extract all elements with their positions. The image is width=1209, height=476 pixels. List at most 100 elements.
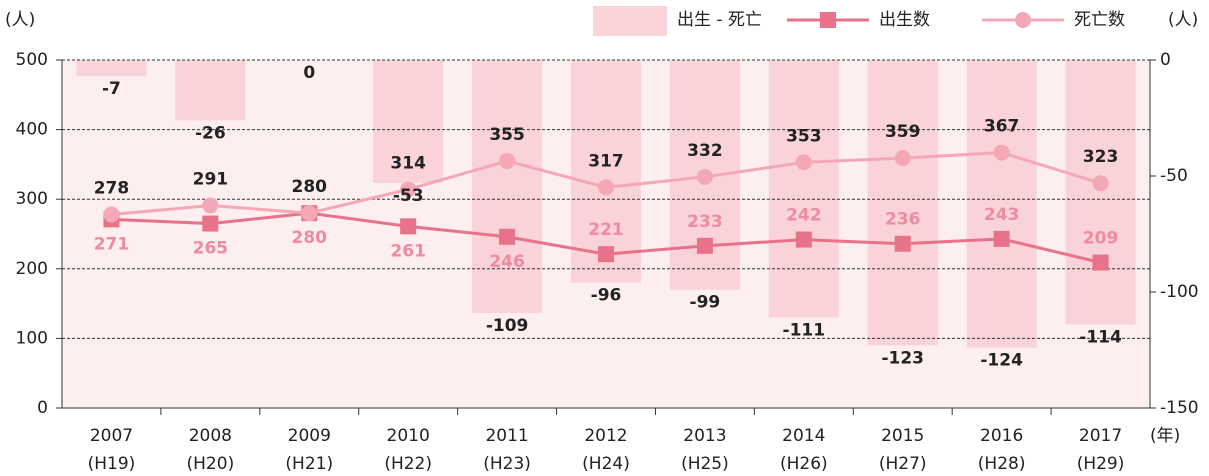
y-tick-label: 500 [16,50,48,70]
marker [598,246,614,263]
marker [202,197,219,214]
y-tick-label: 0 [37,398,48,418]
data-label: 0 [303,63,315,83]
data-label: 246 [489,252,525,272]
x-tick-label: 2010 [387,426,430,446]
bar [1065,60,1136,325]
x-tick-sublabel: (H21) [285,454,333,474]
x-unit: (年) [1150,426,1180,446]
x-tick-sublabel: (H26) [780,454,828,474]
data-label: 317 [588,151,624,171]
data-label: 291 [193,169,229,189]
y-unit: (人) [5,10,35,30]
data-label: -26 [195,123,226,143]
x-tick-label: 2014 [782,426,825,446]
marker [400,181,417,198]
data-label: 314 [390,153,426,173]
marker [301,205,318,222]
x-tick-label: 2016 [980,426,1023,446]
data-label: 367 [984,117,1020,137]
data-label: -53 [393,186,424,206]
data-label: 280 [292,228,328,248]
legend-marker [820,12,836,28]
legend-swatch [593,6,667,36]
y2-unit: (人) [1168,10,1198,30]
data-label: -111 [783,321,826,341]
y2-tick-label: -50 [1160,166,1188,186]
marker [795,154,812,171]
bar [175,60,246,121]
data-label: 359 [885,122,921,142]
data-label: 221 [588,220,624,240]
data-label: -109 [486,316,529,336]
marker [598,179,614,196]
data-label: 278 [94,179,130,199]
marker [1092,254,1109,271]
data-label: 236 [885,210,921,230]
marker [696,237,713,254]
legend-label: 出生数 [879,10,930,30]
y-tick-label: 100 [16,328,48,348]
bar [373,60,444,183]
marker [499,152,516,169]
data-label: 280 [292,177,328,197]
marker [1092,175,1109,192]
x-tick-sublabel: (H28) [978,454,1026,474]
x-tick-label: 2009 [288,426,331,446]
data-label: 271 [94,234,130,254]
x-tick-label: 2007 [90,426,133,446]
data-label: -99 [690,293,721,313]
bar [76,60,147,77]
data-label: -114 [1079,327,1122,347]
x-tick-sublabel: (H25) [681,454,729,474]
x-tick-sublabel: (H29) [1077,454,1125,474]
data-label: 332 [687,141,723,161]
y2-tick-label: 0 [1160,50,1171,70]
marker [400,218,417,235]
bar [571,60,641,283]
x-tick-label: 2012 [584,426,627,446]
data-label: -7 [102,79,121,99]
marker [103,206,120,223]
legend-label: 死亡数 [1074,10,1125,30]
y-tick-label: 400 [16,120,48,140]
x-tick-label: 2011 [485,426,528,446]
bar [768,60,839,318]
data-label: 265 [193,239,229,259]
marker [696,168,713,185]
marker [894,235,911,252]
legend-marker [1015,12,1031,28]
bar [966,60,1037,348]
x-tick-sublabel: (H23) [483,454,531,474]
x-tick-sublabel: (H27) [879,454,927,474]
x-tick-label: 2013 [683,426,726,446]
y2-tick-label: -100 [1160,282,1199,302]
data-label: 323 [1083,147,1119,167]
data-label: 243 [984,205,1020,225]
marker [894,150,911,167]
x-tick-sublabel: (H20) [187,454,235,474]
marker [202,215,219,232]
x-tick-sublabel: (H22) [384,454,432,474]
x-tick-label: 2008 [189,426,232,446]
y-tick-label: 300 [16,189,48,209]
x-tick-sublabel: (H24) [582,454,630,474]
marker [499,228,516,245]
data-label: -124 [980,351,1023,371]
marker [993,230,1010,247]
data-label: -96 [591,286,622,306]
marker [993,144,1010,161]
y-tick-label: 200 [16,259,48,279]
legend-label: 出生 - 死亡 [677,10,762,30]
data-label: 242 [786,206,822,226]
x-tick-label: 2015 [881,426,924,446]
data-label: 353 [786,126,822,146]
bar [472,60,543,313]
data-label: 209 [1083,229,1119,249]
data-label: -123 [881,348,924,368]
marker [795,231,812,248]
data-label: 355 [489,125,525,145]
x-tick-label: 2017 [1079,426,1122,446]
data-label: 261 [390,241,426,261]
